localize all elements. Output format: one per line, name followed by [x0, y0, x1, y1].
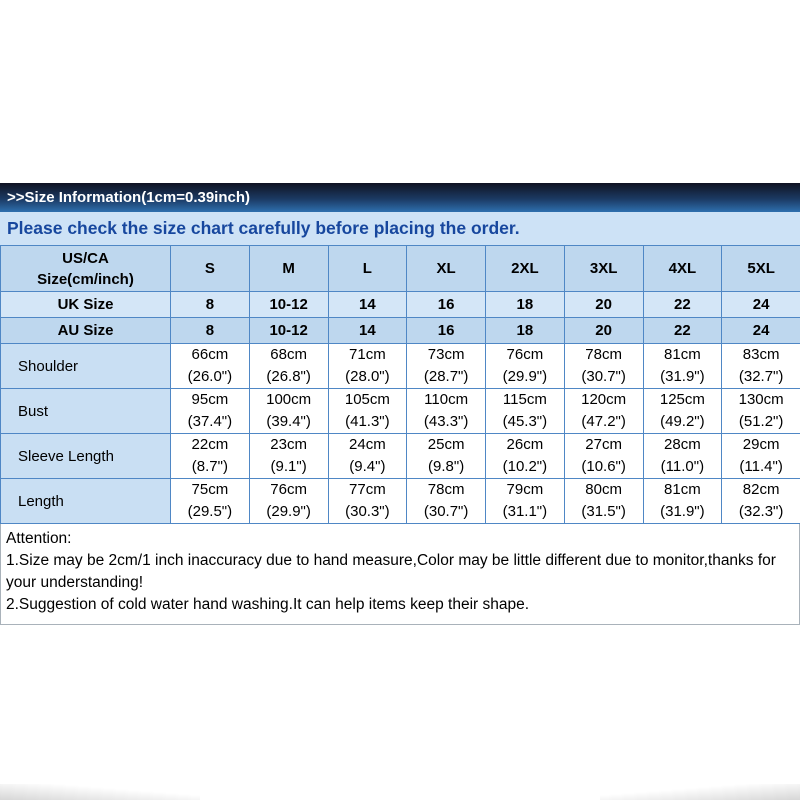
attention-item-2: 2.Suggestion of cold water hand washing.… — [6, 596, 530, 613]
measurement-cell: 79cm (31.1") — [485, 478, 565, 524]
order-notice-text: Please check the size chart carefully be… — [7, 218, 520, 238]
measurement-cell: 82cm (32.3") — [721, 478, 800, 524]
measurement-cell: 76cm (29.9") — [248, 478, 329, 524]
bottom-left-corner-shadow — [0, 784, 200, 800]
size-value-cell: 8 — [170, 317, 250, 344]
row-label: UK Size — [0, 291, 171, 318]
measurement-cell: 76cm (29.9") — [485, 343, 565, 389]
size-value-cell: 8 — [170, 291, 250, 318]
size-value-cell: 20 — [563, 317, 644, 344]
row-label: AU Size — [0, 317, 171, 344]
size-info-banner: >>Size Information(1cm=0.39inch) — [0, 183, 800, 212]
measurement-cell: 26cm (10.2") — [485, 433, 565, 479]
measurement-cell: 78cm (30.7") — [563, 343, 644, 389]
table-row: Shoulder 66cm (26.0") 68cm (26.8") 71cm (28.0"… — [0, 343, 800, 389]
size-column-header: 4XL — [642, 245, 723, 292]
size-value-cell: 24 — [721, 317, 800, 344]
size-value-cell: 10-12 — [248, 291, 329, 318]
size-chart-content: >>Size Information(1cm=0.39inch) Please … — [0, 183, 800, 625]
measurement-cell: 115cm (45.3") — [485, 388, 565, 434]
measurement-cell: 130cm (51.2") — [721, 388, 800, 434]
measurement-cell: 23cm (9.1") — [248, 433, 329, 479]
measurement-cell: 95cm (37.4") — [170, 388, 250, 434]
row-label: Length — [0, 478, 171, 524]
measurement-cell: 81cm (31.9") — [642, 343, 723, 389]
size-value-cell: 14 — [327, 317, 408, 344]
measurement-cell: 100cm (39.4") — [248, 388, 329, 434]
row-label: Sleeve Length — [0, 433, 171, 479]
size-value-cell: 10-12 — [248, 317, 329, 344]
size-column-header: S — [170, 245, 250, 292]
measurement-cell: 73cm (28.7") — [406, 343, 486, 389]
measurement-cell: 78cm (30.7") — [406, 478, 486, 524]
measurement-cell: 83cm (32.7") — [721, 343, 800, 389]
measurement-cell: 75cm (29.5") — [170, 478, 250, 524]
measurement-cell: 24cm (9.4") — [327, 433, 408, 479]
row-label: Shoulder — [0, 343, 171, 389]
measurement-cell: 120cm (47.2") — [563, 388, 644, 434]
table-row: UK Size 8 10-12 14 16 18 20 22 24 — [0, 291, 800, 318]
measurement-cell: 81cm (31.9") — [642, 478, 723, 524]
size-table: US/CA Size(cm/inch) S M L XL 2XL 3XL 4XL 5XL UK S… — [0, 245, 800, 524]
measurement-cell: 25cm (9.8") — [406, 433, 486, 479]
size-value-cell: 22 — [642, 291, 723, 318]
measurement-cell: 66cm (26.0") — [170, 343, 250, 389]
bottom-right-corner-shadow — [600, 784, 800, 800]
measurement-cell: 27cm (10.6") — [563, 433, 644, 479]
measurement-cell: 68cm (26.8") — [248, 343, 329, 389]
table-row: Bust 95cm (37.4") 100cm (39.4") 105cm (41.3") 1… — [0, 388, 800, 434]
size-column-header: L — [327, 245, 408, 292]
measurement-cell: 71cm (28.0") — [327, 343, 408, 389]
size-value-cell: 24 — [721, 291, 800, 318]
size-value-cell: 18 — [485, 317, 565, 344]
row-label: Bust — [0, 388, 171, 434]
table-row: Length 75cm (29.5") 76cm (29.9") 77cm (30.3") 7… — [0, 478, 800, 524]
table-corner-label: US/CA Size(cm/inch) — [0, 245, 171, 292]
measurement-cell: 110cm (43.3") — [406, 388, 486, 434]
measurement-cell: 77cm (30.3") — [327, 478, 408, 524]
attention-section: Attention: 1.Size may be 2cm/1 inch inac… — [0, 524, 800, 625]
size-column-header: XL — [406, 245, 486, 292]
measurement-cell: 80cm (31.5") — [563, 478, 644, 524]
size-value-cell: 16 — [406, 291, 486, 318]
measurement-cell: 28cm (11.0") — [642, 433, 723, 479]
size-value-cell: 20 — [563, 291, 644, 318]
table-row: AU Size 8 10-12 14 16 18 20 22 24 — [0, 317, 800, 344]
attention-item-1: 1.Size may be 2cm/1 inch inaccuracy due … — [6, 552, 776, 591]
size-column-header: 3XL — [563, 245, 644, 292]
size-info-title: >>Size Information(1cm=0.39inch) — [7, 189, 250, 206]
table-row: Sleeve Length 22cm (8.7") 23cm (9.1") 24cm (9.… — [0, 433, 800, 479]
table-header-row: US/CA Size(cm/inch) S M L XL 2XL 3XL 4XL 5XL — [0, 245, 800, 292]
order-notice-banner: Please check the size chart carefully be… — [0, 212, 800, 245]
measurement-cell: 105cm (41.3") — [327, 388, 408, 434]
size-column-header: M — [248, 245, 329, 292]
size-column-header: 5XL — [721, 245, 800, 292]
attention-title: Attention: — [6, 530, 72, 547]
size-value-cell: 16 — [406, 317, 486, 344]
size-column-header: 2XL — [485, 245, 565, 292]
size-table-head: US/CA Size(cm/inch) S M L XL 2XL 3XL 4XL 5XL — [0, 245, 800, 292]
size-table-body: UK Size 8 10-12 14 16 18 20 22 24 AU Size 8 10-12 14… — [0, 291, 800, 524]
measurement-cell: 125cm (49.2") — [642, 388, 723, 434]
size-value-cell: 18 — [485, 291, 565, 318]
size-value-cell: 14 — [327, 291, 408, 318]
measurement-cell: 22cm (8.7") — [170, 433, 250, 479]
measurement-cell: 29cm (11.4") — [721, 433, 800, 479]
size-value-cell: 22 — [642, 317, 723, 344]
